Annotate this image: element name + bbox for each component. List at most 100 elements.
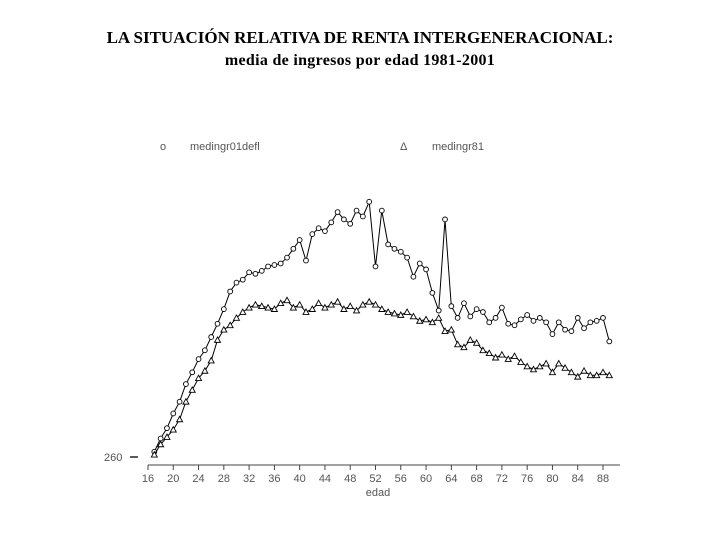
data-point: [580, 366, 588, 374]
data-point: [480, 309, 486, 315]
series-line: [153, 201, 610, 452]
data-point: [239, 308, 247, 315]
data-point: [290, 245, 297, 252]
legend: o medingr01defl Δ medingr81: [160, 141, 484, 153]
data-point: [347, 220, 354, 227]
x-tick-label: 52: [369, 473, 381, 485]
data-point: [328, 219, 335, 226]
data-point: [499, 304, 505, 311]
x-tick-label: 28: [218, 473, 230, 485]
data-point: [404, 254, 410, 261]
series-medingr01defl: [151, 198, 613, 455]
data-point: [220, 325, 228, 333]
data-point: [473, 306, 480, 312]
data-point: [276, 299, 285, 307]
data-point: [448, 303, 455, 309]
data-point: [460, 343, 468, 351]
data-point: [479, 346, 487, 354]
data-point: [226, 321, 234, 329]
data-point: [536, 315, 543, 321]
data-point: [201, 366, 209, 374]
x-ticks: 16 20 24 28 32 36 40 44 48 52 56 60 64 68 72 76 80 84 88: [142, 465, 609, 485]
data-point: [169, 425, 178, 433]
y-tick-label: 260: [104, 452, 122, 464]
data-point: [283, 296, 291, 304]
data-point: [251, 300, 260, 308]
data-point: [346, 302, 354, 309]
data-point: [164, 425, 170, 432]
data-point: [183, 381, 189, 387]
chart-title: LA SITUACIÓN RELATIVA DE RENTA INTERGENE…: [106, 28, 614, 47]
data-point: [554, 359, 563, 367]
series-layer: [150, 198, 614, 458]
x-tick-label: 76: [521, 473, 533, 485]
data-point: [529, 365, 538, 373]
data-point: [188, 386, 197, 393]
legend-marker-circle: o: [160, 141, 166, 153]
x-tick-label: 24: [192, 473, 204, 485]
data-point: [340, 305, 348, 312]
data-point: [359, 300, 367, 308]
data-point: [371, 300, 380, 308]
data-point: [150, 450, 159, 458]
data-point: [574, 315, 581, 321]
data-point: [486, 319, 493, 326]
data-point: [409, 312, 418, 320]
data-point: [605, 371, 614, 379]
x-tick-label: 36: [268, 473, 280, 485]
data-point: [258, 268, 265, 274]
data-point: [517, 358, 525, 365]
data-point: [257, 302, 266, 309]
legend-series-2: medingr81: [432, 141, 484, 153]
data-point: [562, 326, 568, 333]
data-point: [214, 320, 221, 327]
legend-series-1: medingr01defl: [190, 141, 260, 153]
data-point: [232, 313, 241, 321]
data-point: [397, 248, 404, 255]
data-point: [360, 213, 366, 220]
data-point: [194, 374, 203, 382]
data-point: [587, 319, 594, 326]
data-point: [435, 307, 442, 314]
data-point: [202, 347, 208, 354]
data-point: [296, 237, 303, 243]
x-tick-label: 84: [572, 473, 584, 485]
x-tick-label: 16: [142, 473, 154, 485]
data-point: [472, 338, 481, 346]
series-line: [153, 299, 610, 455]
data-point: [567, 368, 576, 376]
legend-marker-triangle: Δ: [400, 141, 408, 153]
data-point: [341, 216, 347, 223]
data-point: [270, 305, 279, 312]
data-point: [416, 260, 423, 267]
data-point: [384, 308, 392, 315]
data-point: [600, 315, 606, 321]
data-point: [593, 318, 600, 324]
data-point: [314, 299, 323, 307]
data-point: [156, 440, 165, 448]
data-point: [530, 318, 537, 324]
x-tick-label: 32: [243, 473, 255, 485]
data-point: [447, 325, 456, 333]
data-point: [390, 309, 399, 317]
data-point: [176, 398, 183, 405]
data-point: [523, 362, 531, 370]
data-point: [429, 290, 436, 296]
data-point: [378, 207, 385, 214]
data-point: [385, 241, 391, 248]
data-point: [391, 245, 398, 252]
x-tick-label: 48: [344, 473, 356, 485]
data-point: [302, 308, 310, 315]
data-point: [428, 318, 437, 326]
data-point: [163, 433, 171, 440]
data-point: [315, 225, 322, 232]
data-point: [365, 297, 373, 305]
x-tick-label: 68: [470, 473, 482, 485]
data-point: [511, 322, 518, 329]
x-tick-label: 80: [546, 473, 558, 485]
data-point: [309, 231, 316, 237]
data-point: [207, 356, 215, 364]
data-point: [246, 269, 252, 276]
data-point: [543, 319, 549, 326]
data-point: [548, 368, 557, 376]
